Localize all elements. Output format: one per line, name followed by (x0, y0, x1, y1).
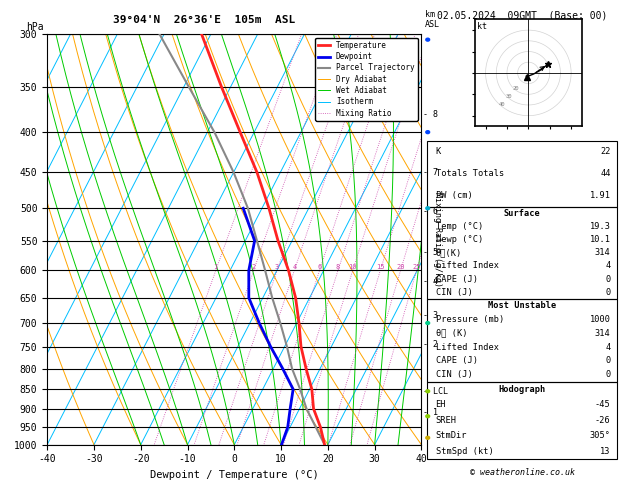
Text: 3: 3 (275, 264, 279, 270)
Bar (428, 141, 616, 207)
Text: 4: 4 (605, 261, 611, 270)
Text: 1: 1 (214, 264, 218, 270)
Text: 4: 4 (292, 264, 296, 270)
Text: 0: 0 (605, 288, 611, 297)
Text: 10.1: 10.1 (589, 235, 611, 244)
Text: -26: -26 (595, 416, 611, 425)
Text: CAPE (J): CAPE (J) (435, 356, 477, 365)
Text: Lifted Index: Lifted Index (435, 343, 499, 351)
Text: - 2: - 2 (423, 340, 438, 349)
Text: - 6: - 6 (423, 207, 438, 216)
Text: Surface: Surface (504, 208, 540, 218)
Text: 0: 0 (605, 370, 611, 379)
Text: StmDir: StmDir (435, 432, 467, 440)
Text: 314: 314 (595, 248, 611, 257)
Bar (428, 207, 616, 299)
Text: 4: 4 (605, 343, 611, 351)
Text: 44: 44 (600, 169, 611, 178)
Text: 6: 6 (318, 264, 321, 270)
Text: -45: -45 (595, 400, 611, 409)
Text: Pressure (mb): Pressure (mb) (435, 315, 504, 324)
Text: 13: 13 (600, 447, 611, 456)
Text: θᴇ(K): θᴇ(K) (435, 248, 462, 257)
Text: 39°04'N  26°36'E  105m  ASL: 39°04'N 26°36'E 105m ASL (113, 15, 296, 25)
Text: - 7: - 7 (423, 168, 438, 177)
Text: θᴇ (K): θᴇ (K) (435, 329, 467, 338)
Text: - 5: - 5 (423, 248, 438, 258)
Legend: Temperature, Dewpoint, Parcel Trajectory, Dry Adiabat, Wet Adiabat, Isotherm, Mi: Temperature, Dewpoint, Parcel Trajectory… (315, 38, 418, 121)
Text: 1.91: 1.91 (589, 191, 611, 200)
Text: Most Unstable: Most Unstable (488, 301, 556, 310)
Text: 1000: 1000 (589, 315, 611, 324)
Text: CAPE (J): CAPE (J) (435, 275, 477, 284)
Text: 25: 25 (413, 264, 421, 270)
Text: CIN (J): CIN (J) (435, 370, 472, 379)
Text: 40: 40 (499, 102, 506, 106)
Text: 30: 30 (506, 94, 512, 99)
Text: PW (cm): PW (cm) (435, 191, 472, 200)
Text: 10: 10 (348, 264, 357, 270)
Bar (428, 299, 616, 382)
Text: 314: 314 (595, 329, 611, 338)
X-axis label: Dewpoint / Temperature (°C): Dewpoint / Temperature (°C) (150, 470, 319, 480)
Text: 02.05.2024  09GMT  (Base: 00): 02.05.2024 09GMT (Base: 00) (437, 11, 607, 21)
Text: kt: kt (477, 21, 487, 31)
Text: 2: 2 (252, 264, 256, 270)
Text: hPa: hPa (26, 21, 44, 32)
Text: K: K (435, 147, 441, 156)
Text: km
ASL: km ASL (425, 11, 440, 29)
Text: StmSpd (kt): StmSpd (kt) (435, 447, 493, 456)
Text: Temp (°C): Temp (°C) (435, 222, 483, 231)
Text: © weatheronline.co.uk: © weatheronline.co.uk (470, 468, 574, 477)
Text: Dewp (°C): Dewp (°C) (435, 235, 483, 244)
Text: 8: 8 (336, 264, 340, 270)
Text: 0: 0 (605, 275, 611, 284)
Text: 305°: 305° (589, 432, 611, 440)
Text: 20: 20 (512, 86, 518, 91)
Bar (428, 382, 616, 459)
Text: Totals Totals: Totals Totals (435, 169, 504, 178)
Text: - 3: - 3 (423, 311, 438, 320)
Text: - 1: - 1 (423, 408, 438, 417)
Text: 19.3: 19.3 (589, 222, 611, 231)
Text: 0: 0 (605, 356, 611, 365)
Text: - 8: - 8 (423, 110, 438, 119)
Text: Lifted Index: Lifted Index (435, 261, 499, 270)
Text: 22: 22 (600, 147, 611, 156)
Text: 15: 15 (376, 264, 384, 270)
Text: Hodograph: Hodograph (498, 385, 546, 394)
Text: EH: EH (435, 400, 446, 409)
Text: SREH: SREH (435, 416, 457, 425)
Text: - 4: - 4 (423, 277, 438, 286)
Text: 20: 20 (396, 264, 405, 270)
Text: - LCL: - LCL (423, 387, 448, 396)
Text: CIN (J): CIN (J) (435, 288, 472, 297)
Text: Mixing Ratio (g/kg): Mixing Ratio (g/kg) (433, 192, 442, 287)
